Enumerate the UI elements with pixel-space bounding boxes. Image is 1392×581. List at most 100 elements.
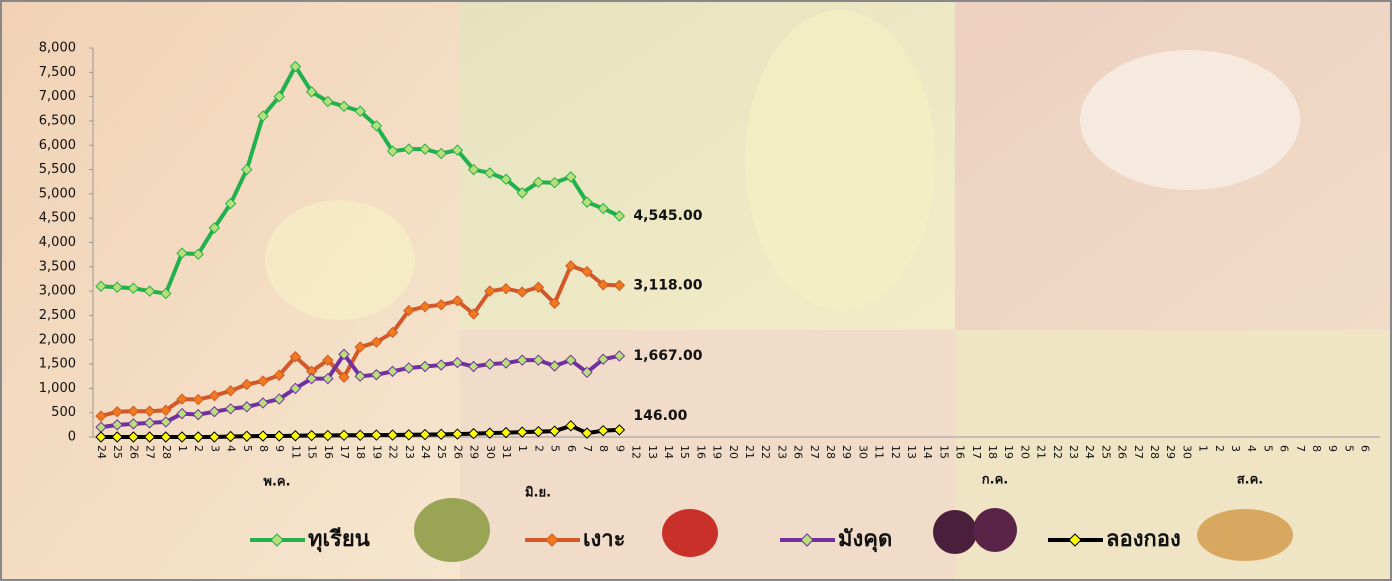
y-tick-label: 0 [68,430,76,445]
point-marker [467,427,480,440]
data-label: 1,667.00 [633,348,702,364]
point-marker [516,354,528,366]
x-tick-label: 9 [273,445,286,452]
x-tick-label: 28 [824,445,837,459]
point-marker [322,429,334,442]
point-marker [597,279,609,291]
x-tick-label: 30 [484,445,497,459]
point-marker [127,405,140,417]
point-marker [451,295,464,307]
x-tick-label: 28 [1148,445,1161,459]
point-marker [548,425,561,437]
x-tick-label: 16 [694,445,707,459]
point-marker [516,187,528,199]
y-tick-label: 1,500 [39,357,76,372]
point-marker [241,163,253,176]
point-marker [597,202,609,215]
x-tick-label: 12 [889,445,902,459]
x-tick-label: 2 [532,445,545,452]
point-marker [581,427,593,439]
x-tick-label: 1 [1197,445,1210,452]
y-tick-label: 8,000 [39,41,76,56]
point-marker [241,378,253,391]
point-marker [419,300,431,313]
legend-marker [545,533,559,547]
point-marker [143,417,156,429]
point-marker [435,428,447,441]
x-tick-label: 17 [970,445,983,459]
point-marker [273,393,285,405]
x-tick-label: 23 [403,445,416,459]
point-marker [370,369,383,381]
point-marker [160,416,172,428]
x-tick-label: 21 [1035,445,1048,459]
point-marker [338,100,350,113]
point-marker [548,176,561,189]
point-marker [95,410,107,422]
x-tick-label: 7 [1294,445,1307,452]
y-tick-label: 2,500 [39,308,76,323]
x-tick-label: 26 [1116,445,1129,459]
point-marker [111,281,123,293]
point-marker [241,401,253,413]
x-tick-label: 5 [1342,445,1355,452]
point-marker [257,110,269,122]
point-marker [451,356,464,369]
y-tick-label: 7,500 [39,65,76,80]
data-label: 3,118.00 [633,277,702,293]
point-marker [289,60,302,73]
point-marker [192,408,204,421]
point-marker [143,405,156,417]
point-marker [208,431,221,443]
x-tick-label: 11 [873,445,886,459]
month-label: ก.ค. [982,473,1008,488]
point-marker [467,360,480,373]
point-marker [289,351,302,363]
x-tick-label: 12 [630,445,643,459]
x-tick-label: 6 [1359,445,1372,452]
point-marker [613,279,626,292]
point-marker [176,393,188,405]
point-marker [386,145,399,157]
legend-marker [1068,533,1082,547]
month-label: มิ.ย. [525,486,551,501]
point-marker [467,163,480,176]
point-marker [95,431,107,443]
point-marker [581,366,593,379]
x-tick-label: 4 [225,445,238,452]
x-tick-label: 27 [144,445,157,459]
point-marker [354,105,366,117]
point-marker [322,95,334,108]
x-tick-label: 5 [241,445,254,452]
x-tick-label: 29 [468,445,481,459]
y-tick-label: 3,000 [39,284,76,299]
x-tick-label: 6 [565,445,578,452]
x-tick-label: 1 [516,445,529,452]
point-marker [403,143,415,155]
point-marker [338,348,350,361]
point-marker [192,248,204,260]
x-tick-label: 11 [289,445,302,459]
point-marker [532,354,545,366]
point-marker [581,265,593,278]
point-marker [370,429,383,441]
x-tick-label: 25 [435,445,448,459]
legend-icons [414,498,1293,562]
x-tick-label: 29 [840,445,853,459]
point-marker [224,403,237,415]
data-label: 146.00 [633,408,687,424]
x-tick-label: 15 [937,445,950,459]
point-marker [354,341,366,353]
point-marker [127,418,140,430]
y-tick-label: 5,000 [39,186,76,201]
x-tick-label: 22 [1051,445,1064,459]
point-marker [289,430,302,442]
point-marker [338,371,350,383]
point-marker [143,431,156,443]
x-tick-label: 1 [176,445,189,452]
x-tick-label: 20 [1018,445,1031,459]
point-marker [305,372,318,385]
x-tick-label: 14 [662,445,675,459]
x-tick-label: 13 [646,445,659,459]
y-tick-label: 500 [51,405,76,420]
